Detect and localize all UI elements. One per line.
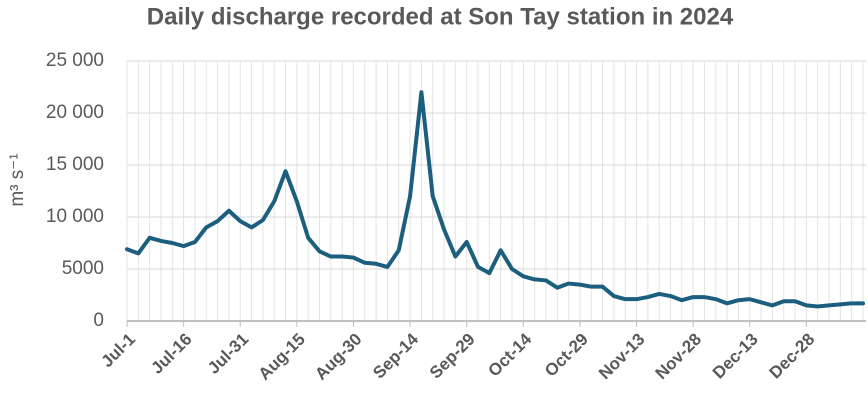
x-tick-label: Dec-28	[766, 330, 819, 383]
y-tick-label: 15 000	[46, 154, 104, 175]
chart-title: Daily discharge recorded at Son Tay stat…	[147, 3, 734, 30]
x-tick-label: Aug-15	[255, 330, 309, 384]
x-tick-label: Sep-14	[369, 329, 422, 382]
x-tick-label: Nov-28	[652, 330, 706, 384]
y-tick-label: 25 000	[46, 50, 104, 71]
y-tick-label: 0	[93, 310, 104, 331]
y-tick-label: 20 000	[46, 102, 104, 123]
x-tick-label: Jul-31	[204, 330, 252, 378]
x-tick-label: Oct-14	[484, 329, 535, 380]
x-tick-label: Jul-1	[98, 330, 139, 371]
x-tick-label: Dec-13	[709, 330, 762, 383]
y-axis-label: m³ s⁻¹	[7, 153, 28, 206]
x-tick-label: Jul-16	[147, 330, 195, 378]
x-tick-label: Sep-29	[426, 330, 479, 383]
x-tick-label: Aug-30	[311, 330, 365, 384]
y-tick-label: 10 000	[46, 206, 104, 227]
y-tick-label: 5000	[62, 258, 104, 279]
data-line	[125, 90, 865, 309]
x-tick-label: Oct-29	[541, 330, 592, 381]
x-tick-label: Nov-13	[595, 330, 649, 384]
